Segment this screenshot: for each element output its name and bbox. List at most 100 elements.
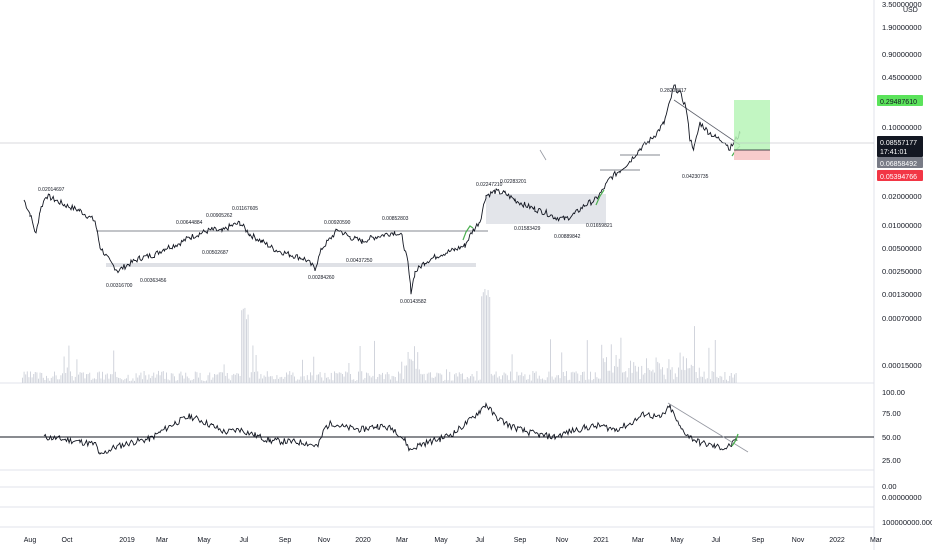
volume-bar (694, 326, 695, 383)
volume-bar (87, 374, 89, 383)
volume-bar (252, 345, 254, 383)
volume-bar (262, 378, 263, 383)
volume-bar (594, 372, 596, 383)
volume-bar (458, 372, 460, 383)
volume-bar (510, 371, 511, 383)
volume-bar (116, 377, 118, 383)
volume-bar (129, 381, 131, 383)
volume-bar (660, 369, 662, 383)
volume-bar (162, 371, 164, 383)
volume-bar (238, 373, 239, 383)
volume-bar (242, 308, 244, 383)
volume-bar (135, 373, 137, 383)
volume-bar (121, 379, 123, 383)
volume-bar (212, 377, 214, 383)
volume-bar (439, 373, 441, 383)
volume-bar (287, 374, 289, 383)
volume-bar (217, 374, 219, 383)
volume-bar (492, 375, 494, 383)
volume-bar (636, 371, 638, 383)
volume-bar (151, 375, 153, 383)
volume-bar (124, 378, 126, 383)
volume-bar (33, 374, 35, 383)
volume-bar (385, 374, 387, 383)
volume-bar (457, 376, 459, 383)
volume-bar (41, 373, 43, 383)
volume-bar (302, 359, 303, 383)
volume-bar (705, 379, 707, 383)
green-highlight (595, 189, 605, 206)
volume-bar (681, 369, 683, 383)
volume-bar (586, 340, 588, 383)
volume-bar (86, 374, 87, 383)
volume-bar (30, 371, 31, 383)
volume-bar (714, 340, 716, 383)
volume-bar (495, 371, 497, 383)
volume-bar (444, 379, 446, 383)
volume-bar (258, 378, 260, 383)
volume-bar (377, 377, 379, 383)
volume-bar (102, 371, 103, 383)
volume-bar (564, 376, 566, 383)
volume-bar (73, 380, 75, 383)
volume-bar (66, 367, 68, 383)
volume-bar (308, 379, 310, 383)
volume-bar (143, 371, 145, 383)
volume-bar (522, 376, 524, 383)
volume-bar (105, 374, 107, 383)
volume-bar (337, 373, 339, 383)
volume-bar (249, 377, 251, 383)
volume-bar (687, 368, 689, 383)
volume-bar (218, 372, 220, 383)
volume-bar (730, 373, 732, 383)
volume-bar (474, 380, 476, 383)
time-tick-label: Sep (279, 537, 292, 544)
price-annotation: 0.00316700 (106, 283, 133, 289)
volume-bar (582, 372, 583, 383)
volume-bar (114, 371, 116, 383)
volume-bar (425, 380, 427, 383)
rsi-tick-label: 100.00 (882, 388, 905, 397)
volume-bar (722, 380, 724, 383)
volume-bar (297, 379, 299, 383)
volume-bar (450, 380, 452, 383)
time-tick-label: Mar (396, 537, 409, 544)
volume-bar (274, 379, 276, 383)
volume-bar (548, 371, 550, 383)
volume-bar (710, 379, 711, 383)
volume-bar (556, 375, 558, 383)
volume-bar (108, 378, 110, 383)
volume-bar (375, 379, 377, 383)
volume-bar (553, 379, 555, 383)
volume-bar (617, 366, 619, 383)
volume-bar (673, 379, 675, 383)
volume-bar (414, 346, 415, 383)
volume-bar (382, 372, 383, 383)
volume-bar (57, 379, 59, 383)
volume-bar (572, 371, 574, 383)
price-annotation: 0.00889842 (554, 234, 581, 240)
volume-bar (490, 373, 492, 383)
volume-bar (684, 370, 686, 383)
volume-bar (47, 378, 49, 383)
volume-bar (350, 374, 351, 383)
volume-bar (81, 372, 83, 383)
volume-bar (79, 372, 81, 383)
volume-bar (446, 369, 447, 383)
volume-bar (118, 377, 119, 383)
volume-bar (138, 375, 140, 383)
volume-bar (412, 360, 414, 383)
time-tick-label: Nov (556, 537, 569, 544)
volume-bar (226, 373, 228, 383)
time-tick-label: 2021 (593, 537, 609, 544)
volume-bar (54, 371, 55, 383)
price-tick-label: 3.50000000 (882, 0, 922, 9)
volume-bar (690, 364, 692, 383)
volume-bar (406, 365, 407, 383)
time-tick-label: Jul (240, 537, 249, 544)
range-box (486, 194, 606, 224)
volume-bar (329, 379, 331, 383)
volume-bar (137, 377, 139, 383)
volume-bar (420, 373, 422, 383)
